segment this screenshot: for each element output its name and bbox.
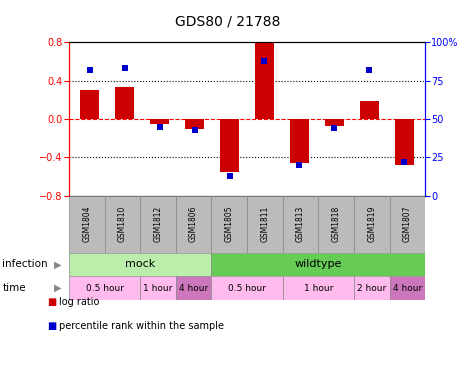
Bar (390, 196, 425, 253)
Text: 1 hour: 1 hour (304, 284, 333, 293)
Point (86, 67, 94, 73)
Bar (69, 253, 211, 276)
Text: GSM1811: GSM1811 (260, 206, 269, 242)
Bar (220, 119, 239, 172)
Text: ▶: ▶ (54, 283, 62, 293)
Bar (354, 196, 390, 253)
Text: 4 hour: 4 hour (393, 284, 422, 293)
Bar (115, 87, 134, 119)
Text: GSM1813: GSM1813 (296, 206, 305, 242)
Bar (176, 276, 211, 300)
Bar (176, 196, 211, 253)
Bar (390, 276, 425, 300)
Point (365, 67, 373, 73)
Point (191, 127, 199, 132)
Text: ▶: ▶ (54, 259, 62, 269)
Bar (395, 119, 414, 165)
Text: infection: infection (2, 259, 48, 269)
Text: GSM1818: GSM1818 (332, 206, 341, 242)
Text: wildtype: wildtype (294, 259, 342, 269)
Bar (283, 196, 318, 253)
Text: 0.5 hour: 0.5 hour (86, 284, 124, 293)
Text: log ratio: log ratio (59, 297, 100, 307)
Bar (69, 196, 104, 253)
Bar (290, 119, 309, 163)
Bar (104, 196, 140, 253)
Bar (247, 196, 283, 253)
Text: GSM1807: GSM1807 (403, 206, 412, 242)
Bar (80, 90, 99, 119)
Text: GSM1810: GSM1810 (118, 206, 127, 242)
Bar (150, 119, 169, 124)
Text: GSM1804: GSM1804 (82, 206, 91, 242)
Text: 1 hour: 1 hour (143, 284, 172, 293)
Text: percentile rank within the sample: percentile rank within the sample (59, 321, 224, 331)
Text: GSM1819: GSM1819 (367, 206, 376, 242)
Text: 4 hour: 4 hour (179, 284, 208, 293)
Point (331, 125, 338, 131)
Text: GSM1812: GSM1812 (153, 206, 162, 242)
Bar (318, 196, 354, 253)
Bar (255, 43, 274, 119)
Text: GSM1805: GSM1805 (225, 206, 234, 242)
Bar (283, 276, 354, 300)
Text: ■: ■ (48, 321, 57, 331)
Point (226, 173, 233, 179)
Point (121, 65, 129, 71)
Bar (211, 196, 247, 253)
Text: ■: ■ (48, 297, 57, 307)
Bar (185, 119, 204, 128)
Text: mock: mock (125, 259, 155, 269)
Bar (325, 119, 344, 126)
Text: 2 hour: 2 hour (357, 284, 386, 293)
Bar (211, 276, 283, 300)
Bar (354, 276, 390, 300)
Point (156, 124, 163, 130)
Bar (360, 101, 379, 119)
Text: GSM1806: GSM1806 (189, 206, 198, 242)
Point (295, 162, 303, 168)
Bar (140, 276, 176, 300)
Point (261, 57, 268, 63)
Bar (211, 253, 425, 276)
Text: GDS80 / 21788: GDS80 / 21788 (175, 15, 281, 29)
Text: time: time (2, 283, 26, 293)
Bar (140, 196, 176, 253)
Bar (69, 276, 140, 300)
Text: 0.5 hour: 0.5 hour (228, 284, 266, 293)
Point (400, 159, 408, 165)
